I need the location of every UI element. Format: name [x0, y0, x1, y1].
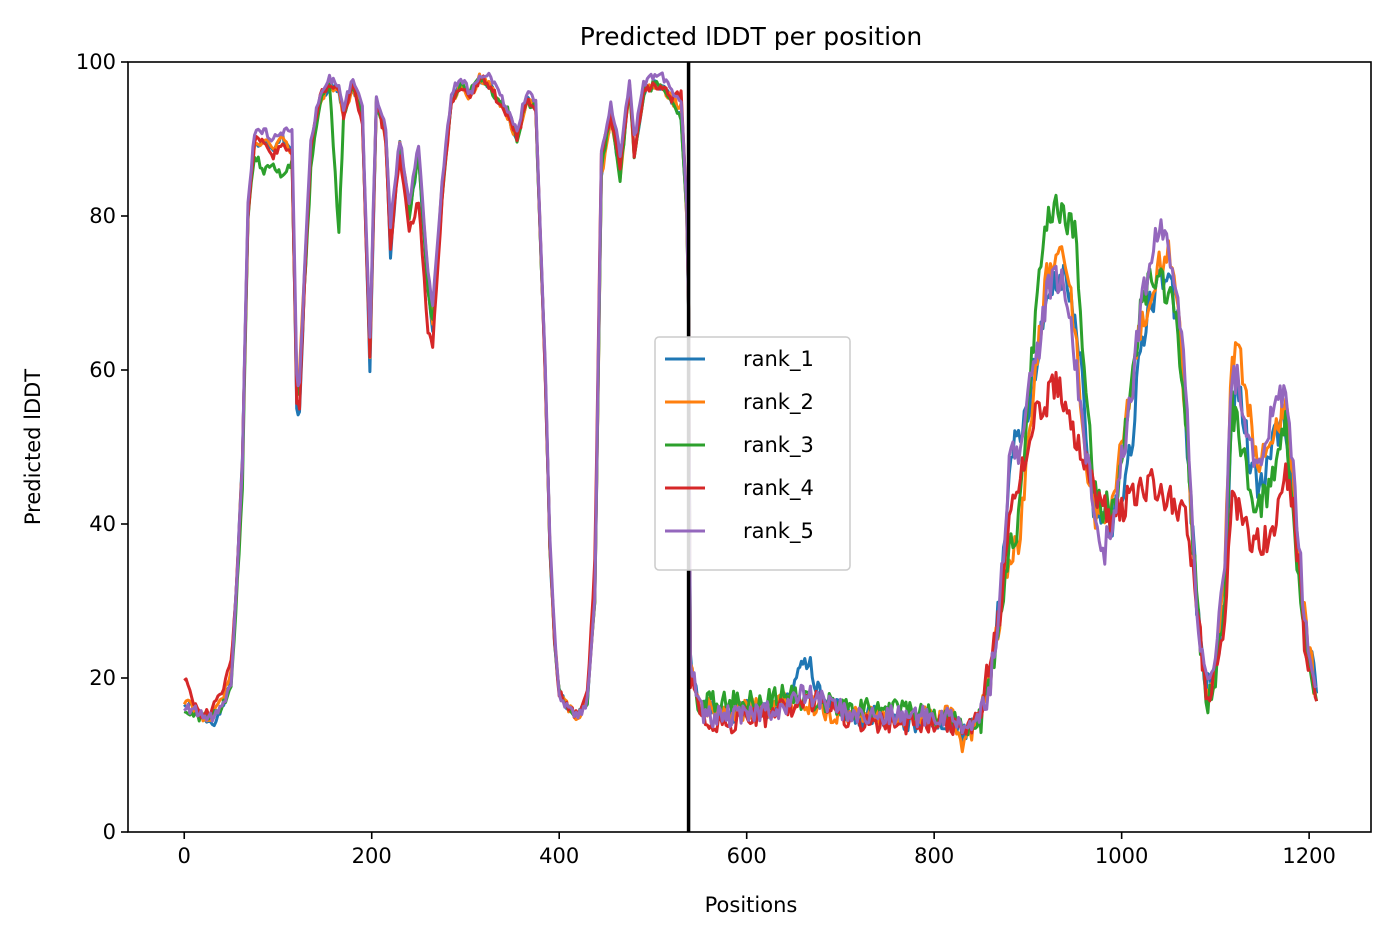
x-tick-label: 400 — [539, 844, 579, 868]
x-axis-title: Positions — [705, 893, 798, 917]
legend: rank_1 rank_2 rank_3 rank_4 rank_5 — [654, 336, 851, 571]
series-line-rank_5 — [183, 71, 1318, 735]
legend-box — [654, 336, 851, 571]
legend-label-rank_4: rank_4 — [743, 476, 814, 501]
x-tick-label: 1000 — [1095, 844, 1148, 868]
y-tick-label: 60 — [89, 358, 116, 382]
legend-label-rank_3: rank_3 — [743, 433, 814, 458]
legend-label-rank_2: rank_2 — [743, 390, 814, 415]
x-tick-label: 600 — [727, 844, 767, 868]
plot-frame — [127, 61, 1372, 833]
x-tick-label: 0 — [178, 844, 191, 868]
x-tick-label: 1200 — [1282, 844, 1335, 868]
x-tick-label: 200 — [352, 844, 392, 868]
y-axis-title: Predicted lDDT — [21, 369, 45, 525]
axes: 0 200 400 600 800 1000 1200 0 20 40 60 80 100 — [76, 50, 1372, 868]
y-tick-label: 20 — [89, 666, 116, 690]
x-tick-label: 800 — [914, 844, 954, 868]
y-tick-label: 40 — [89, 512, 116, 536]
legend-label-rank_1: rank_1 — [743, 347, 814, 372]
chart-title: Predicted lDDT per position — [580, 22, 922, 51]
y-tick-label: 100 — [76, 50, 116, 74]
y-tick-label: 80 — [89, 204, 116, 228]
legend-label-rank_5: rank_5 — [743, 519, 814, 544]
y-tick-label: 0 — [103, 820, 116, 844]
